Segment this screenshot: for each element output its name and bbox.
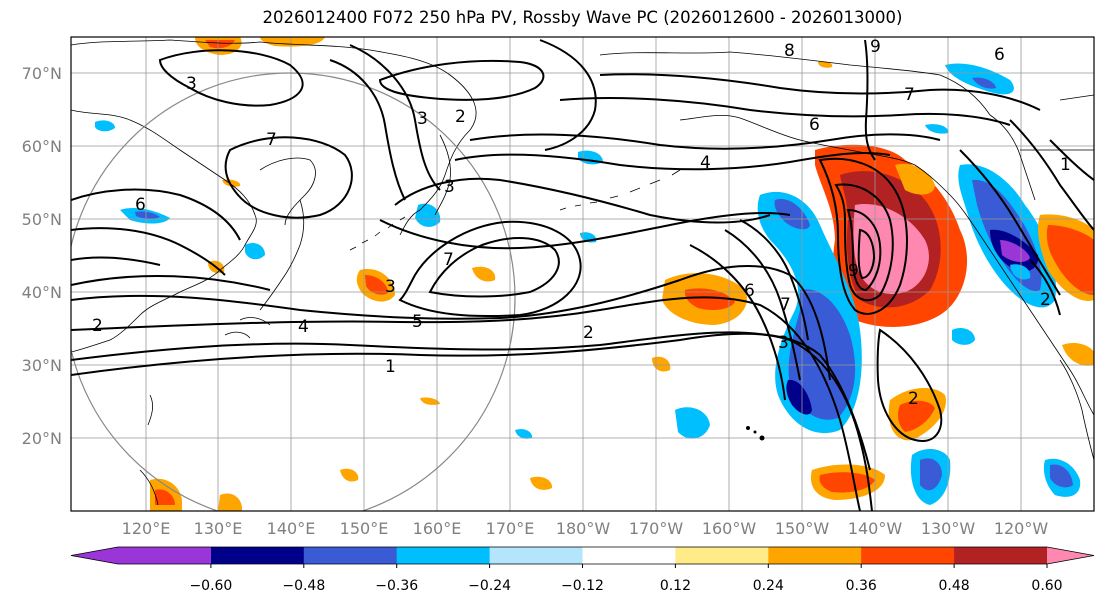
contour-label: 6 <box>744 281 755 301</box>
map-frame <box>70 36 1095 512</box>
lon-label: 130°E <box>194 519 243 538</box>
colorbar-extend-max <box>1047 547 1094 564</box>
colorbar-cell <box>861 547 955 564</box>
contour-label: 4 <box>298 317 309 337</box>
contour-label: 2 <box>1040 290 1051 310</box>
colorbar-tick-label: 0.36 <box>846 578 877 594</box>
contour-label: 7 <box>266 130 277 150</box>
colorbar-cell <box>954 547 1048 564</box>
contour-label: 9 <box>848 261 859 281</box>
colorbar-tick-label: 0.60 <box>1031 578 1062 594</box>
region-circle <box>71 72 516 511</box>
colorbar-tick-label: 0.12 <box>660 578 691 594</box>
map-title: 2026012400 F072 250 hPa PV, Rossby Wave … <box>262 8 903 27</box>
contour-label: 3 <box>385 277 396 297</box>
contour-label: 3 <box>444 177 455 197</box>
lon-label: 150°E <box>340 519 389 538</box>
contour-label: 2 <box>583 323 594 343</box>
contour-label: 1 <box>385 357 396 377</box>
lat-label: 70°N <box>22 64 62 83</box>
lon-label: 170°E <box>486 519 535 538</box>
contour-label: 1 <box>1060 155 1071 175</box>
contour-label: 7 <box>443 250 454 270</box>
colorbar-tick-label: 0.48 <box>939 578 970 594</box>
contour-label: 5 <box>412 312 423 332</box>
colorbar-tick-label: −0.36 <box>375 578 418 594</box>
contour-label: 6 <box>994 45 1005 65</box>
pv-contours <box>71 39 1094 511</box>
lon-label: 120°E <box>122 519 171 538</box>
contour-label: 9 <box>870 37 881 57</box>
colorbar-cell <box>303 547 398 564</box>
colorbar-cell <box>489 547 583 564</box>
contour-label: 2 <box>908 389 919 409</box>
lon-label: 120°W <box>994 519 1049 538</box>
latitude-axis: 70°N 60°N 50°N 40°N 30°N 20°N <box>22 64 62 448</box>
lon-label: 150°W <box>775 519 830 538</box>
lat-label: 30°N <box>22 356 62 375</box>
colorbar-cell <box>582 547 676 564</box>
lon-label: 160°W <box>702 519 757 538</box>
contour-label: 3 <box>186 74 197 94</box>
colorbar-tick-label: −0.12 <box>561 578 604 594</box>
lon-label: 140°E <box>267 519 316 538</box>
lon-label: 130°W <box>921 519 976 538</box>
lat-label: 60°N <box>22 137 62 156</box>
contour-label: 4 <box>700 153 711 173</box>
contour-label: 2 <box>92 316 103 336</box>
lat-label: 20°N <box>22 429 62 448</box>
contour-label: 2 <box>455 107 466 127</box>
graticule <box>71 37 1094 511</box>
colorbar-cell <box>118 547 211 564</box>
contour-label: 6 <box>809 115 820 135</box>
contour-label: 7 <box>904 85 915 105</box>
colorbar-tick-label: −0.48 <box>282 578 325 594</box>
lon-label: 160°E <box>413 519 462 538</box>
colorbar-extend-min <box>71 547 118 564</box>
lon-label: 170°W <box>629 519 684 538</box>
lat-label: 40°N <box>22 283 62 302</box>
longitude-axis: 120°E 130°E 140°E 150°E 160°E 170°E 180°… <box>122 519 1049 538</box>
contour-label: 7 <box>780 295 791 315</box>
lat-label: 50°N <box>22 210 62 229</box>
colorbar-outline <box>70 546 1095 565</box>
hawaii-islands <box>746 426 765 441</box>
coastlines <box>71 39 1094 506</box>
colorbar-tick-label: −0.24 <box>468 578 511 594</box>
pv-anomaly-shading <box>95 37 1094 511</box>
lon-label: 140°W <box>848 519 903 538</box>
contour-label: 3 <box>778 333 789 353</box>
colorbar-tick-label: −0.60 <box>189 578 232 594</box>
contour-label: 3 <box>417 109 428 129</box>
colorbar-cell <box>675 547 769 564</box>
lon-label: 180°W <box>556 519 611 538</box>
colorbar-tick-label: 0.24 <box>753 578 784 594</box>
colorbar: −0.60 −0.48 −0.36 −0.24 −0.12 0.12 0.24 0.36 0.4… <box>70 546 1095 594</box>
contour-labels: 3 2 3 8 9 6 7 6 4 1 7 3 2 6 3 7 9 6 7 5 … <box>92 37 1071 409</box>
colorbar-cell <box>210 547 305 564</box>
contour-label: 8 <box>784 41 795 61</box>
contour-label: 6 <box>135 195 146 215</box>
colorbar-cell <box>396 547 491 564</box>
colorbar-cell <box>768 547 862 564</box>
